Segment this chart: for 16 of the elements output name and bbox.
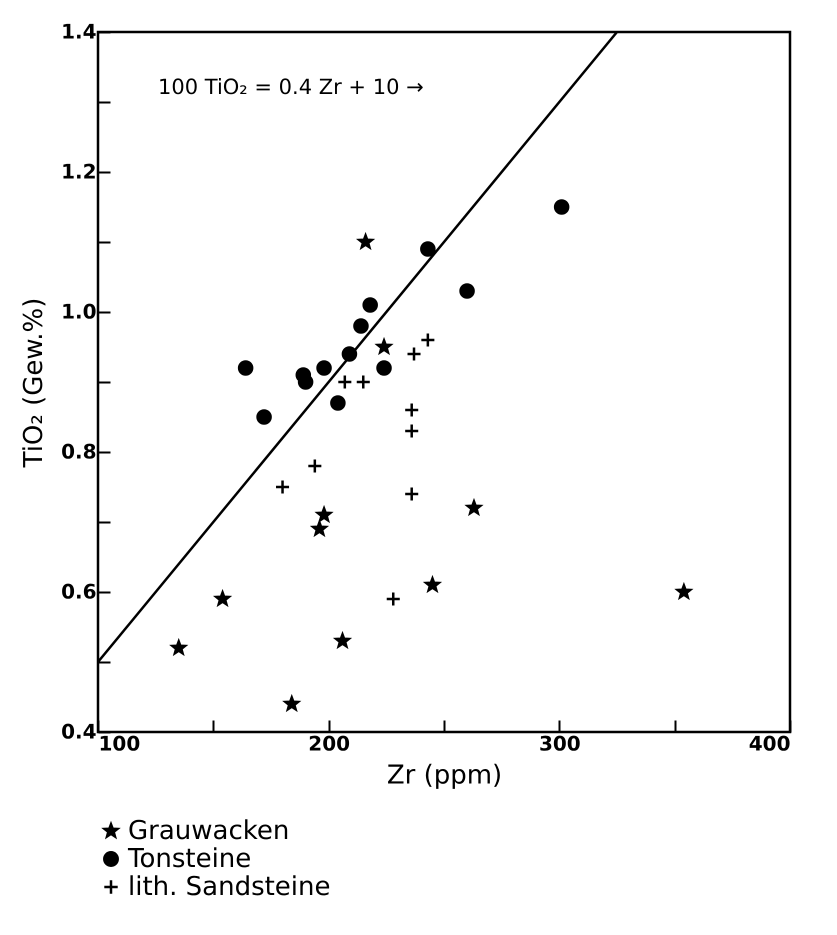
x-tick-label: 300 — [538, 732, 581, 756]
y-tick-label: 1.0 — [61, 300, 96, 324]
x-axis-title: Zr (ppm) — [386, 760, 502, 790]
annotation: 100 TiO₂ = 0.4 Zr + 10 → — [158, 75, 424, 99]
y-axis-title: TiO₂ (Gew.%) — [19, 298, 50, 468]
y-tick-label: 1.2 — [61, 160, 96, 184]
legend-label: Tonsteine — [127, 844, 252, 874]
x-tick-label: 400 — [748, 732, 790, 756]
legend-label: Grauwacken — [128, 816, 290, 846]
x-tick-label: 100 — [98, 732, 140, 756]
y-tick-label: 1.4 — [61, 20, 96, 44]
y-tick-label: 0.4 — [61, 720, 96, 744]
y-tick-label: 0.8 — [61, 440, 96, 464]
y-tick-label: 0.6 — [61, 580, 96, 604]
legend-label: lith. Sandsteine — [128, 872, 331, 902]
x-tick-label: 200 — [308, 732, 350, 756]
